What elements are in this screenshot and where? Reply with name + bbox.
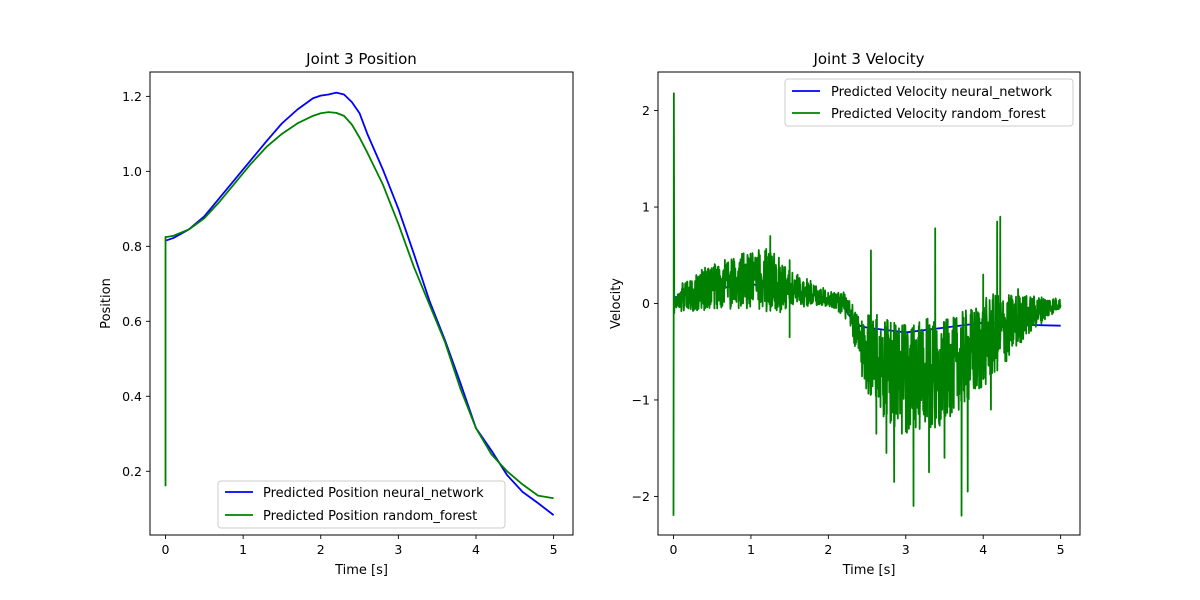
velocity-x-axis-label: Time [s] — [842, 563, 896, 578]
x-tick-label: 0 — [670, 542, 678, 557]
velocity-legend-label-nn: Predicted Velocity neural_network — [831, 85, 1052, 100]
y-tick-label: 1 — [642, 200, 650, 215]
y-tick-label: 0.8 — [122, 239, 142, 254]
x-tick-label: 1 — [239, 542, 247, 557]
y-tick-label: 0.2 — [122, 464, 142, 479]
x-tick-label: 3 — [902, 542, 910, 557]
position-legend: Predicted Position neural_network Predic… — [217, 480, 506, 529]
y-tick-label: 0.4 — [122, 389, 142, 404]
velocity-legend-box — [784, 78, 1074, 127]
y-tick-label: 0.6 — [122, 314, 142, 329]
position-y-axis-label: Position — [99, 278, 114, 329]
x-tick-label: 1 — [747, 542, 755, 557]
y-tick-label: 2 — [642, 103, 650, 118]
position-x-ticks: 0 1 2 3 4 5 — [162, 535, 558, 557]
x-tick-label: 0 — [162, 542, 170, 557]
y-tick-label: 1.2 — [122, 89, 142, 104]
x-tick-label: 2 — [824, 542, 832, 557]
position-plot-area — [164, 91, 555, 516]
velocity-plot-area — [672, 92, 1062, 517]
y-tick-label: 0 — [642, 296, 650, 311]
velocity-series-random-forest — [672, 92, 1062, 517]
velocity-y-ticks: −2 −1 0 1 2 — [632, 103, 658, 504]
velocity-x-ticks: 0 1 2 3 4 5 — [670, 535, 1065, 557]
position-legend-box — [217, 480, 506, 529]
y-tick-label: −1 — [632, 392, 650, 407]
y-tick-label: −2 — [632, 489, 650, 504]
velocity-chart-title: Joint 3 Velocity — [812, 50, 924, 68]
position-series-random-forest — [164, 111, 554, 500]
position-x-axis-label: Time [s] — [334, 563, 388, 578]
velocity-legend: Predicted Velocity neural_network Predic… — [784, 78, 1074, 127]
velocity-y-axis-label: Velocity — [609, 278, 624, 329]
x-tick-label: 2 — [317, 542, 325, 557]
y-tick-label: 1.0 — [122, 164, 142, 179]
position-y-ticks: 0.2 0.4 0.6 0.8 1.0 1.2 — [122, 89, 150, 479]
velocity-legend-label-rf: Predicted Velocity random_forest — [831, 107, 1046, 122]
x-tick-label: 4 — [979, 542, 987, 557]
position-chart: Joint 3 Position 0 1 2 3 4 5 0.2 0.4 0.6 0.8 1.0 1… — [99, 50, 574, 578]
position-axes-frame — [149, 71, 574, 536]
position-legend-label-rf: Predicted Position random_forest — [263, 509, 477, 524]
velocity-chart: Joint 3 Velocity 0 1 2 3 4 5 −2 −1 0 1 2 Time [s]… — [609, 50, 1081, 578]
x-tick-label: 4 — [472, 542, 480, 557]
position-chart-title: Joint 3 Position — [305, 50, 417, 68]
x-tick-label: 5 — [1057, 542, 1065, 557]
x-tick-label: 3 — [394, 542, 402, 557]
position-legend-label-nn: Predicted Position neural_network — [263, 486, 484, 501]
x-tick-label: 5 — [550, 542, 558, 557]
